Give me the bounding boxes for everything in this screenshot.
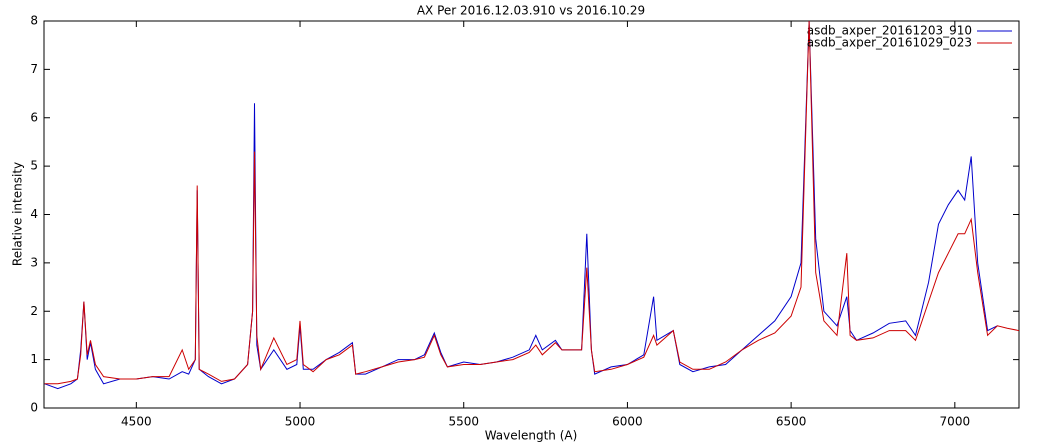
x-tick-label: 6500	[776, 415, 807, 429]
x-tick-label: 5000	[285, 415, 316, 429]
legend-label: asdb_axper_20161029_023	[807, 36, 972, 50]
y-tick-label: 3	[30, 255, 38, 269]
y-tick-label: 7	[30, 62, 38, 76]
x-tick-label: 7000	[940, 415, 971, 429]
y-tick-label: 0	[30, 401, 38, 415]
series-line	[44, 21, 998, 390]
x-tick-label: 5500	[448, 415, 479, 429]
y-tick-label: 8	[30, 14, 38, 28]
y-tick-label: 2	[30, 304, 38, 318]
y-tick-label: 4	[30, 207, 38, 221]
legend-label: asdb_axper_20161203_910	[807, 24, 972, 38]
x-axis-label: Wavelength (A)	[485, 429, 578, 443]
y-tick-label: 6	[30, 110, 38, 124]
y-tick-label: 1	[30, 352, 38, 366]
series-line	[44, 21, 1019, 385]
y-axis-label: Relative intensity	[11, 162, 25, 266]
x-tick-label: 6000	[612, 415, 643, 429]
x-tick-label: 4500	[121, 415, 152, 429]
chart-title: AX Per 2016.12.03.910 vs 2016.10.29	[417, 4, 645, 18]
y-tick-label: 5	[30, 159, 38, 173]
